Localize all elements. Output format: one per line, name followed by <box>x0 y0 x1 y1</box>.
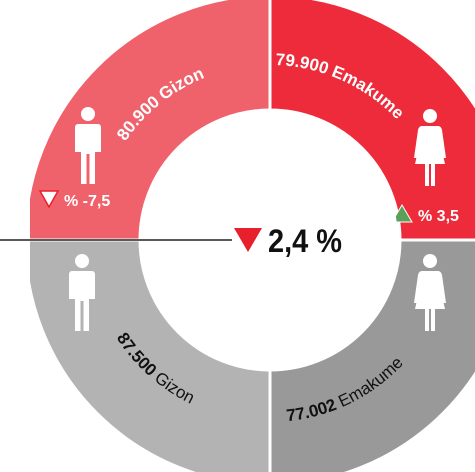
change-label: % -7,5 <box>64 193 110 210</box>
up-arrow <box>391 204 413 223</box>
center-value: 2,4 % <box>268 223 342 259</box>
change-label: % 3,5 <box>418 208 459 225</box>
center-circle <box>142 112 398 368</box>
segment-top-right <box>268 0 475 242</box>
down-arrow <box>234 228 262 252</box>
down-arrow <box>38 190 60 209</box>
